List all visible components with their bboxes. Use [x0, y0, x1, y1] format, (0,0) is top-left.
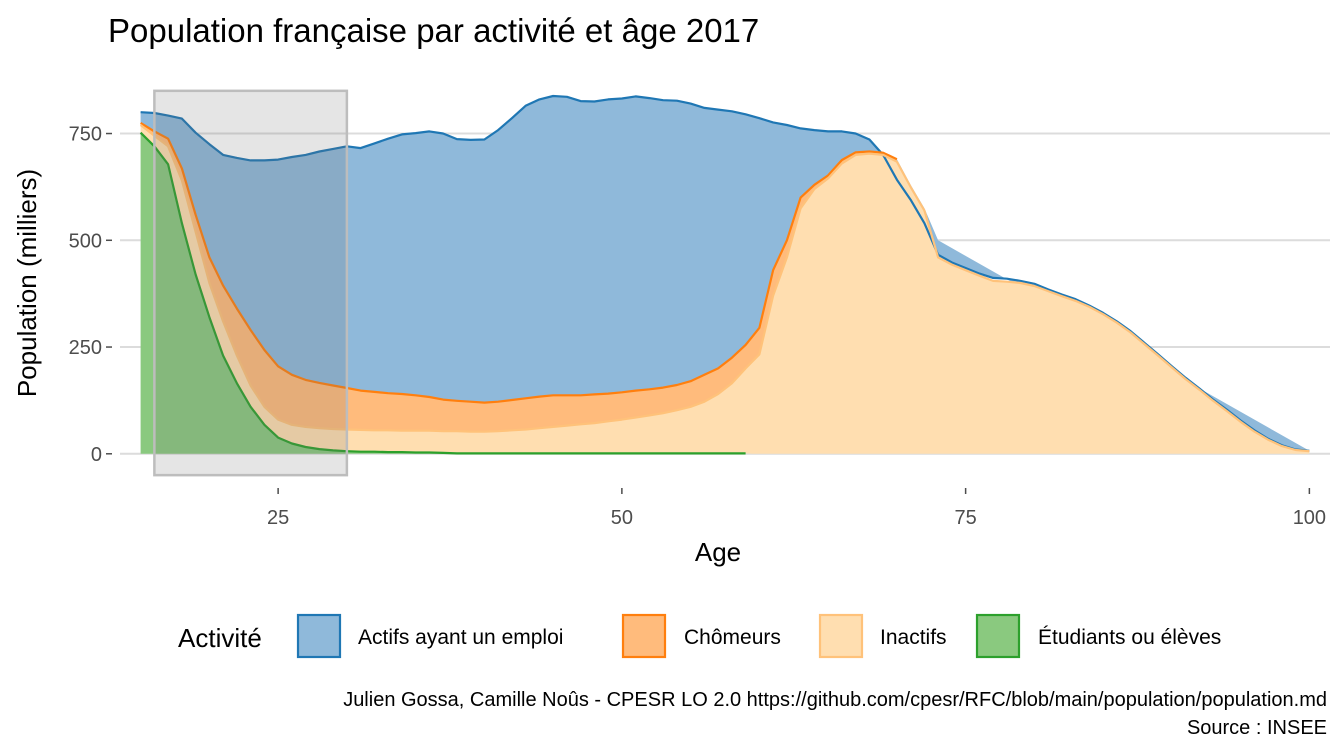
x-tick-label-25: 25	[267, 507, 289, 529]
x-tick-label-75: 75	[955, 507, 977, 529]
line-etudiants-ou-eleves	[139, 131, 746, 455]
y-tick-label-750: 750	[69, 124, 102, 146]
legend: Activité Actifs ayant un emploi Chômeurs I…	[178, 613, 1221, 659]
y-tick-label-0: 0	[91, 444, 102, 466]
area-etudiants-ou-eleves	[140, 132, 746, 454]
y-tick-label-250: 250	[69, 337, 102, 359]
chart-title: Population française par activité et âge…	[108, 12, 759, 49]
caption-source: Source : INSEE	[1187, 717, 1327, 739]
line-actifs-ayant-un-emploi	[140, 94, 1310, 452]
x-tick-label-100: 100	[1293, 507, 1326, 529]
y-axis: 0 250 500 750	[69, 124, 112, 466]
line-layer	[139, 94, 1310, 455]
legend-key-inactifs	[818, 613, 864, 659]
caption-author: Julien Gossa, Camille Noûs - CPESR LO 2.…	[343, 689, 1327, 711]
legend-label-actifs-ayant-un-emploi: Actifs ayant un emploi	[358, 626, 563, 649]
legend-key-chomeurs	[621, 613, 667, 659]
legend-key-etudiants-ou-eleves	[975, 613, 1021, 659]
legend-label-chomeurs: Chômeurs	[684, 626, 781, 649]
legend-label-etudiants-ou-eleves: Étudiants ou élèves	[1038, 626, 1221, 649]
line-inactifs	[139, 124, 1310, 453]
x-axis: 25 50 75 100	[267, 488, 1326, 529]
legend-key-actifs-ayant-un-emploi	[296, 613, 342, 659]
legend-label-inactifs: Inactifs	[880, 626, 947, 649]
area-inactifs	[140, 125, 1310, 454]
line-chomeurs	[140, 121, 898, 404]
legend-title: Activité	[178, 623, 262, 653]
area-layer	[140, 96, 1310, 454]
y-axis-title: Population (milliers)	[12, 169, 42, 397]
x-axis-title: Age	[695, 537, 741, 567]
x-tick-label-50: 50	[611, 507, 633, 529]
highlight-layer	[153, 89, 349, 477]
y-tick-label-500: 500	[69, 230, 102, 252]
highlight-region	[153, 89, 349, 477]
area-actifs-ayant-un-emploi	[140, 96, 1310, 451]
